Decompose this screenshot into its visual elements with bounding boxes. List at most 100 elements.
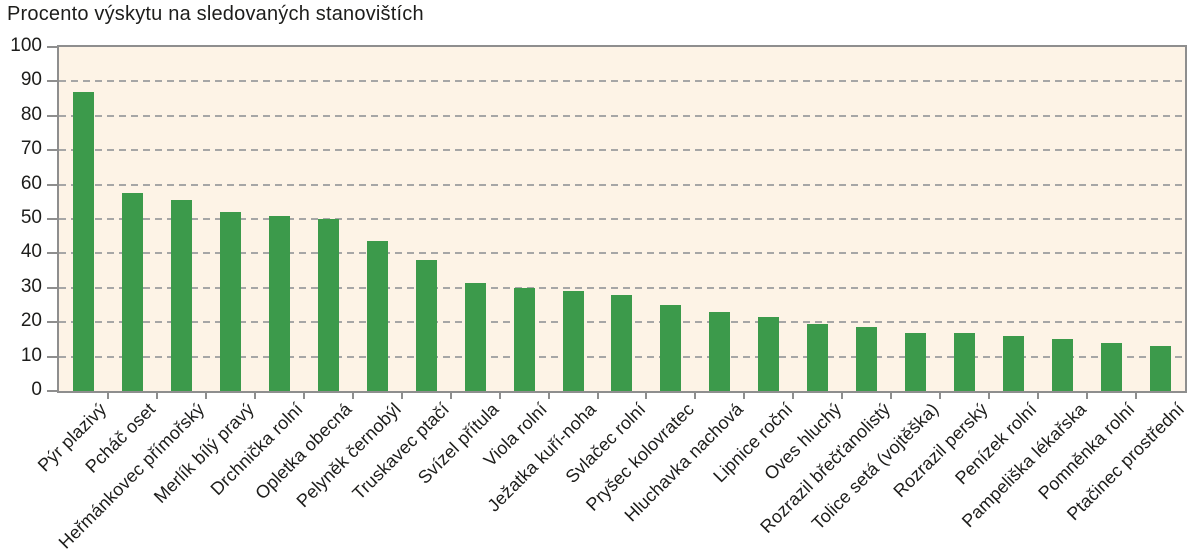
x-tick-mark xyxy=(155,393,158,399)
gridline-40 xyxy=(59,252,1185,255)
bar-slot xyxy=(108,47,157,391)
y-tick-mark xyxy=(47,321,57,324)
bar-slot xyxy=(402,47,451,391)
bar-slot xyxy=(1136,47,1185,391)
bar-slot xyxy=(451,47,500,391)
y-tick-mark xyxy=(47,218,57,220)
bar-5 xyxy=(268,215,290,391)
x-tick-mark xyxy=(596,393,599,399)
bar-slot xyxy=(549,47,598,391)
y-tick-label: 40 xyxy=(20,241,42,263)
y-tick-label: 50 xyxy=(20,207,42,228)
y-tick-label: 70 xyxy=(20,138,42,160)
bar-slot xyxy=(1087,47,1136,391)
x-tick-mark xyxy=(792,393,795,399)
bar-17 xyxy=(856,327,878,391)
x-tick-mark xyxy=(449,393,452,399)
y-tick-label: 0 xyxy=(31,379,42,400)
bar-2 xyxy=(121,193,143,391)
bar-16 xyxy=(807,323,829,391)
bar-6 xyxy=(317,219,339,391)
x-tick-mark xyxy=(547,393,550,399)
x-tick-mark xyxy=(204,393,207,399)
bar-slot xyxy=(597,47,646,391)
bar-10 xyxy=(513,287,535,391)
x-tick-mark xyxy=(106,393,109,399)
x-tick-mark xyxy=(1086,393,1089,399)
bar-21 xyxy=(1052,339,1074,391)
bar-slot xyxy=(304,47,353,391)
y-tick-label: 20 xyxy=(20,310,42,332)
x-tick-mark xyxy=(694,393,697,399)
y-tick-mark xyxy=(47,80,57,83)
gridline-50 xyxy=(59,218,1185,220)
bar-23 xyxy=(1149,346,1171,391)
y-tick-mark xyxy=(47,286,57,289)
bar-15 xyxy=(758,317,780,391)
plot-area xyxy=(57,45,1187,393)
bar-slot xyxy=(353,47,402,391)
bar-slot xyxy=(255,47,304,391)
x-tick-mark xyxy=(400,393,403,399)
bar-slot xyxy=(646,47,695,391)
x-tick-mark xyxy=(253,393,256,399)
y-tick-mark xyxy=(47,183,57,186)
bar-12 xyxy=(611,294,633,391)
x-tick-mark xyxy=(743,393,746,399)
bar-14 xyxy=(709,311,731,391)
bar-slot xyxy=(793,47,842,391)
y-tick-label: 100 xyxy=(10,35,42,56)
bar-slot xyxy=(842,47,891,391)
bar-19 xyxy=(954,332,976,391)
bar-slot xyxy=(1038,47,1087,391)
y-tick-mark xyxy=(47,252,57,255)
x-tick-mark xyxy=(988,393,991,399)
bar-slot xyxy=(206,47,255,391)
bar-22 xyxy=(1100,342,1122,391)
bar-slot xyxy=(59,47,108,391)
chart-title: Procento výskytu na sledovaných stanoviš… xyxy=(7,3,424,25)
y-tick-label: 80 xyxy=(20,103,42,125)
y-tick-mark xyxy=(47,46,57,48)
gridline-70 xyxy=(59,149,1185,152)
gridline-30 xyxy=(59,286,1185,289)
x-tick-mark xyxy=(890,393,893,399)
bar-slot xyxy=(500,47,549,391)
x-tick-mark xyxy=(939,393,942,399)
y-tick-label: 90 xyxy=(20,69,42,91)
bar-slot xyxy=(744,47,793,391)
bar-1 xyxy=(72,91,94,391)
bar-7 xyxy=(366,241,388,391)
x-tick-mark xyxy=(302,393,305,399)
x-tick-mark xyxy=(841,393,844,399)
bar-slot xyxy=(891,47,940,391)
y-tick-label: 30 xyxy=(20,275,42,297)
gridline-90 xyxy=(59,80,1185,83)
x-tick-mark xyxy=(498,393,501,399)
bar-series xyxy=(59,47,1185,391)
bar-18 xyxy=(905,332,927,391)
y-tick-mark xyxy=(47,390,57,392)
bar-13 xyxy=(660,305,682,391)
bar-8 xyxy=(415,260,437,391)
x-tick-mark xyxy=(1037,393,1040,399)
bar-11 xyxy=(562,291,584,391)
y-tick-label: 60 xyxy=(20,172,42,194)
bar-3 xyxy=(170,200,192,391)
y-tick-mark xyxy=(47,355,57,358)
bar-slot xyxy=(695,47,744,391)
bar-20 xyxy=(1003,335,1025,391)
x-tick-mark xyxy=(645,393,648,399)
y-tick-mark xyxy=(47,114,57,117)
y-tick-label: 10 xyxy=(20,344,42,366)
y-tick-mark xyxy=(47,149,57,152)
bar-slot xyxy=(157,47,206,391)
x-tick-mark xyxy=(351,393,354,399)
bar-slot xyxy=(940,47,989,391)
bar-4 xyxy=(219,212,241,391)
bar-9 xyxy=(464,282,486,391)
gridline-60 xyxy=(59,183,1185,186)
gridline-80 xyxy=(59,114,1185,117)
bar-slot xyxy=(989,47,1038,391)
